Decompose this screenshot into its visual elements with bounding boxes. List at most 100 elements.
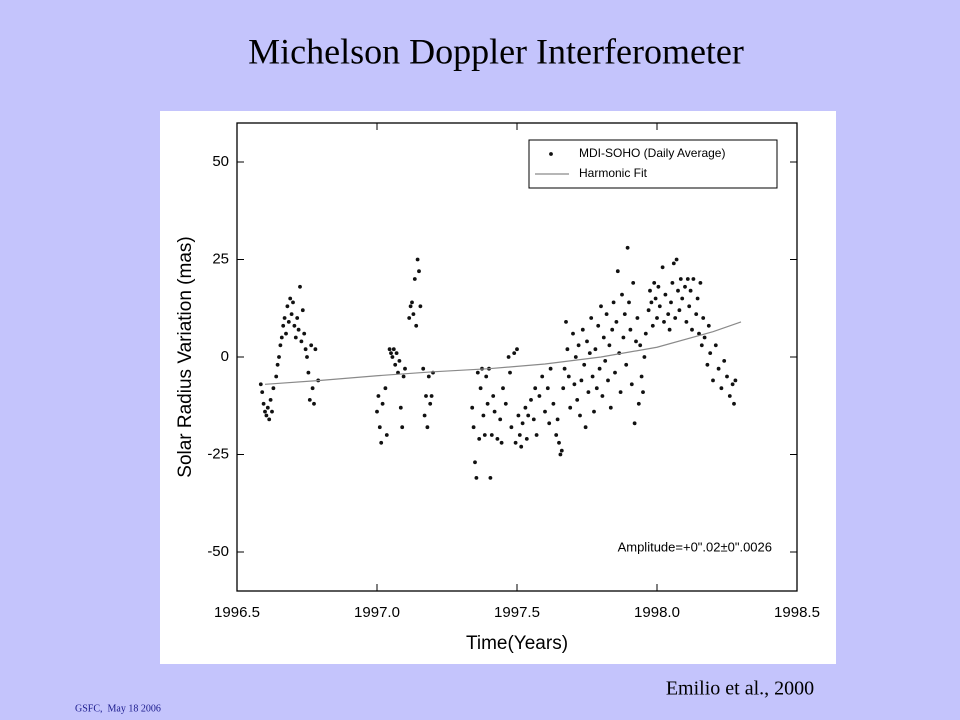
data-point (611, 300, 616, 305)
data-point (281, 323, 286, 328)
y-tick-label: -50 (207, 543, 229, 560)
data-point (501, 386, 505, 391)
data-point (516, 413, 521, 418)
data-point (685, 277, 690, 281)
data-point (478, 386, 483, 391)
data-point (260, 390, 265, 394)
data-point (624, 362, 629, 367)
data-point (548, 366, 553, 371)
data-point (572, 382, 577, 387)
data-point (293, 335, 298, 340)
data-point (414, 323, 419, 328)
data-point (631, 281, 636, 285)
data-point (615, 269, 620, 274)
data-point (285, 304, 290, 309)
data-point (586, 390, 591, 394)
data-point (470, 405, 475, 410)
data-point (600, 394, 605, 398)
data-point (312, 401, 316, 406)
data-point (534, 433, 539, 437)
data-point (407, 316, 412, 320)
data-point (601, 335, 606, 340)
data-point (277, 355, 281, 359)
data-point (288, 296, 293, 301)
data-point (643, 331, 648, 336)
data-point (309, 343, 314, 348)
data-point (568, 405, 573, 410)
citation: Emilio et al., 2000 (666, 678, 814, 700)
data-point (597, 366, 602, 371)
data-point (400, 425, 405, 430)
data-point (482, 433, 487, 437)
data-point (292, 323, 297, 328)
data-point (509, 425, 514, 430)
data-point (291, 300, 295, 305)
data-point (656, 284, 661, 289)
data-point (555, 417, 560, 422)
data-point (629, 382, 634, 387)
data-point (575, 398, 580, 402)
data-point (270, 409, 274, 414)
data-point (691, 277, 696, 281)
data-point (289, 312, 294, 316)
data-point (375, 409, 379, 414)
data-point (421, 366, 426, 371)
data-point (613, 370, 617, 375)
data-point (258, 382, 263, 387)
data-point (678, 277, 683, 281)
data-point (579, 378, 584, 383)
slide-title: Michelson Doppler Interferometer (248, 31, 744, 71)
data-point (620, 292, 624, 297)
data-point (573, 355, 578, 359)
data-point (566, 374, 571, 379)
data-point (512, 351, 517, 355)
data-point (730, 382, 735, 387)
data-point (263, 409, 267, 414)
annotation: Amplitude=+0".02±0".0026 (618, 539, 772, 554)
data-point (733, 378, 738, 383)
data-point (265, 405, 270, 410)
data-point (296, 327, 301, 332)
data-point (491, 394, 496, 398)
data-point (590, 374, 595, 379)
data-point (646, 308, 651, 313)
data-point (621, 335, 626, 340)
data-point (655, 316, 659, 320)
data-point (583, 425, 588, 430)
data-point (397, 359, 402, 363)
data-point (565, 347, 570, 352)
data-point (688, 288, 693, 293)
data-point (660, 265, 665, 270)
data-point (576, 343, 581, 348)
data-point (674, 257, 679, 262)
data-point (559, 448, 564, 453)
data-point (603, 359, 608, 363)
data-point (594, 386, 599, 391)
data-point (670, 281, 675, 285)
data-point (540, 374, 545, 379)
data-point (562, 366, 567, 371)
data-point (706, 323, 711, 328)
data-point (632, 421, 637, 426)
data-point (426, 374, 431, 379)
data-point (558, 452, 563, 457)
data-point (299, 339, 304, 344)
data-point (702, 335, 707, 340)
data-point (481, 413, 486, 418)
data-point (379, 440, 384, 445)
fit-line (264, 321, 742, 385)
data-point (697, 331, 701, 336)
data-point (498, 417, 503, 422)
y-tick-label: 0 (221, 348, 229, 365)
data-point (589, 316, 594, 320)
data-point (641, 390, 645, 394)
data-point (278, 343, 283, 348)
data-point (394, 351, 399, 355)
x-tick-label: 1997.5 (494, 604, 540, 621)
data-point (380, 401, 385, 406)
data-point (303, 347, 308, 352)
data-point (582, 362, 587, 367)
data-point (614, 320, 619, 324)
data-point (531, 417, 536, 422)
data-point (377, 425, 382, 430)
